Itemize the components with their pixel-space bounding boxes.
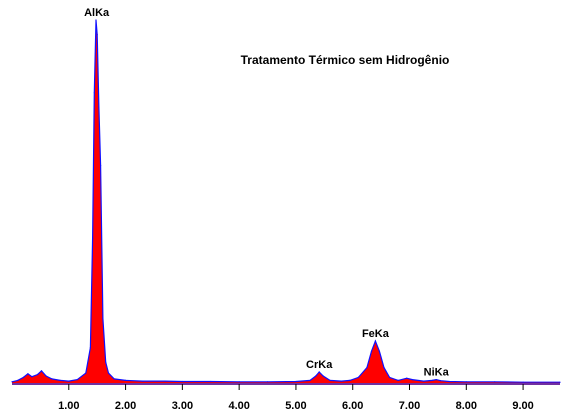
x-tick-label-4: 4.00 — [228, 400, 249, 412]
spectrum-point-47 — [406, 377, 408, 379]
spectrum-point-28 — [210, 380, 212, 383]
spectrum-point-57 — [559, 381, 561, 383]
spectrum-point-31 — [295, 380, 297, 383]
x-axis: 1.00 2.00 3.00 4.00 5.00 6.00 7.00 8.00 9.00 — [58, 384, 534, 412]
spectrum-point-39 — [357, 376, 359, 378]
spectrum-point-20 — [102, 317, 104, 320]
x-tick-label-2: 2.00 — [115, 400, 136, 412]
spectrum-point-6 — [40, 370, 43, 372]
spectrum-point-38 — [349, 379, 351, 381]
spectrum-point-13 — [89, 347, 91, 349]
peak-labels: AlKa CrKa FeKa NiKa — [84, 7, 450, 379]
spectrum-point-12 — [85, 372, 87, 374]
spectrum-point-49 — [423, 380, 425, 382]
spectrum-point-50 — [431, 379, 433, 381]
spectrum-point-26 — [164, 380, 166, 382]
spectrum-point-54 — [465, 381, 467, 383]
spectrum-point-29 — [238, 381, 240, 383]
spectrum-point-21 — [105, 361, 107, 363]
spectrum-point-4 — [31, 376, 33, 378]
spectrum-point-35 — [322, 375, 324, 377]
spectrum-point-24 — [125, 379, 127, 381]
x-tick-label-6: 6.00 — [342, 400, 363, 412]
peak-label-crka: CrKa — [306, 359, 333, 371]
x-tick-label-9: 9.00 — [512, 400, 533, 412]
spectrum-point-2 — [22, 376, 24, 378]
peak-label-feka: FeKa — [362, 328, 390, 340]
spectrum-point-52 — [440, 380, 442, 382]
spectrum-point-43 — [378, 350, 380, 352]
x-tick-label-8: 8.00 — [456, 400, 477, 412]
spectrum-point-1 — [17, 379, 19, 381]
spectrum-point-51 — [435, 379, 437, 381]
spectrum-point-32 — [309, 379, 311, 381]
spectrum-point-23 — [113, 378, 115, 380]
spectrum-outline — [11, 19, 560, 383]
x-tick-label-5: 5.00 — [285, 400, 306, 412]
spectrum-point-44 — [383, 367, 385, 369]
x-tick-label-7: 7.00 — [399, 400, 420, 412]
spectrum-point-16 — [95, 19, 97, 21]
spectrum-point-8 — [51, 378, 53, 380]
spectrum-point-40 — [366, 367, 368, 369]
spectrum-point-53 — [448, 380, 450, 383]
spectrum-point-36 — [329, 379, 331, 381]
spectrum-point-15 — [93, 92, 95, 94]
spectrum-point-55 — [494, 381, 496, 383]
spectrum-point-30 — [266, 381, 269, 383]
spectrum-point-33 — [315, 375, 317, 377]
spectrum-point-48 — [411, 379, 413, 381]
spectrum-point-46 — [397, 379, 399, 381]
spectrum-point-10 — [68, 380, 70, 382]
spectrum-point-45 — [389, 376, 391, 378]
x-tick-label-3: 3.00 — [172, 400, 193, 412]
spectrum-point-11 — [76, 379, 78, 381]
spectrum-point-37 — [340, 380, 342, 382]
spectrum-point-17 — [96, 34, 98, 36]
spectrum-point-34 — [318, 371, 320, 373]
spectrum-point-9 — [59, 379, 61, 381]
spectrum-point-22 — [107, 372, 110, 374]
spectrum-point-42 — [374, 340, 376, 342]
spectrum-point-5 — [37, 373, 39, 376]
spectrum-point-56 — [522, 381, 524, 383]
spectrum-point-25 — [142, 380, 144, 382]
chart-title: Tratamento Térmico sem Hidrogênio — [241, 53, 450, 67]
spectrum-point-18 — [98, 106, 100, 108]
spectrum-point-0 — [11, 381, 13, 383]
x-tick-label-1: 1.00 — [58, 400, 79, 412]
spectrum-point-19 — [100, 165, 102, 167]
spectrum-point-27 — [181, 380, 183, 383]
peak-label-alka: AlKa — [84, 7, 110, 19]
spectrum-point-3 — [27, 373, 29, 375]
peak-label-nika: NiKa — [424, 367, 450, 379]
spectrum-point-14 — [92, 237, 94, 239]
plot-area — [11, 19, 561, 385]
spectrum-point-7 — [45, 375, 47, 377]
spectrum-point-41 — [370, 350, 373, 352]
